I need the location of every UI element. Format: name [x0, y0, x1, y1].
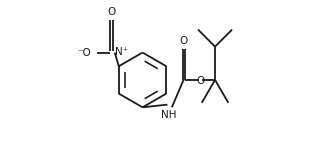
Text: N⁺: N⁺ — [115, 47, 128, 57]
Text: O: O — [107, 7, 115, 17]
Text: ⁻O: ⁻O — [78, 48, 92, 58]
Text: O: O — [196, 76, 204, 86]
Text: NH: NH — [161, 110, 177, 120]
Text: O: O — [180, 36, 188, 46]
